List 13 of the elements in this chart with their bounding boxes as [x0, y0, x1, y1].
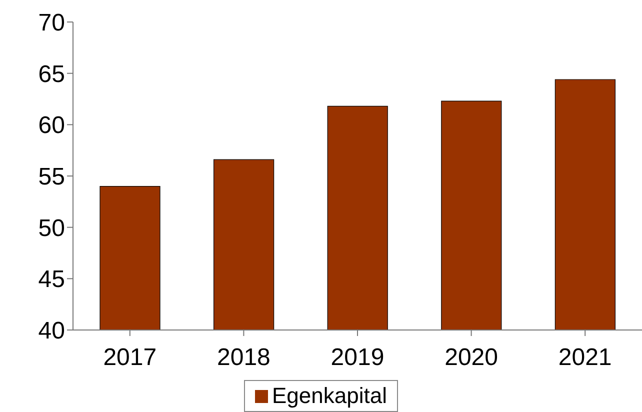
x-tick-label: 2020 — [444, 344, 498, 372]
x-tick-label: 2021 — [558, 344, 612, 372]
x-tick-label: 2017 — [103, 344, 157, 372]
legend-label: Egenkapital — [272, 383, 387, 409]
y-tick-label: 70 — [38, 10, 65, 37]
x-tick-label: 2018 — [217, 344, 270, 372]
y-tick-label: 65 — [38, 60, 65, 88]
y-tick-label: 60 — [38, 112, 65, 140]
y-tick-label: 40 — [38, 318, 65, 345]
y-tick-label: 55 — [38, 164, 65, 191]
x-tick-label: 2019 — [330, 344, 384, 372]
y-tick-label: 50 — [38, 214, 65, 242]
y-tick-label: 45 — [38, 266, 65, 294]
